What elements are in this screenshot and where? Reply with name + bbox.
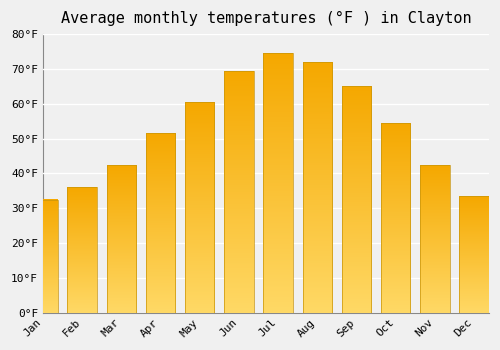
Bar — [185, 102, 214, 313]
Bar — [106, 165, 136, 313]
Bar — [264, 54, 293, 313]
Bar — [302, 62, 332, 313]
Bar — [224, 71, 254, 313]
Bar — [146, 133, 176, 313]
Bar — [342, 86, 372, 313]
Bar — [68, 187, 97, 313]
Bar — [420, 165, 450, 313]
Bar — [460, 196, 489, 313]
Bar — [381, 123, 410, 313]
Title: Average monthly temperatures (°F ) in Clayton: Average monthly temperatures (°F ) in Cl… — [60, 11, 471, 26]
Bar — [28, 199, 58, 313]
